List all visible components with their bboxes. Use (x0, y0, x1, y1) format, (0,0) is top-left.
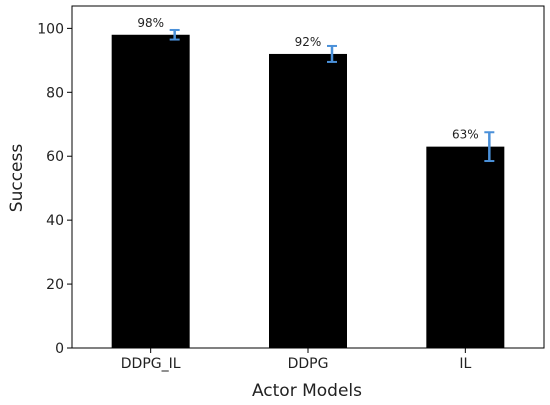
bar (426, 146, 505, 348)
error-bar (327, 44, 337, 63)
data-label: 98% (137, 16, 164, 30)
x-axis-label: Actor Models (252, 381, 362, 401)
y-tick-label: 20 (46, 277, 64, 293)
y-axis-label: Success (7, 144, 27, 213)
bar (269, 53, 347, 349)
data-label: 92% (295, 35, 322, 49)
bars-group (111, 34, 505, 349)
data-labels-group: 98% 92% 63% (137, 16, 478, 142)
x-axis-ticks: DDPG_IL DDPG IL (121, 348, 471, 372)
error-bars-group (169, 28, 495, 163)
y-tick-label: 40 (46, 213, 64, 229)
y-tick-label: 80 (46, 85, 64, 101)
x-tick-label: IL (459, 356, 471, 372)
x-tick-label: DDPG (288, 356, 329, 372)
y-tick-label: 60 (46, 149, 64, 165)
y-tick-label: 0 (55, 341, 64, 357)
data-label: 63% (452, 128, 479, 142)
error-bar (169, 28, 180, 41)
x-tick-label: DDPG_IL (121, 356, 181, 372)
y-axis-ticks: 0 20 40 60 80 100 (37, 21, 72, 357)
y-tick-label: 100 (37, 21, 64, 37)
error-bar (484, 131, 495, 163)
bar (111, 34, 190, 348)
